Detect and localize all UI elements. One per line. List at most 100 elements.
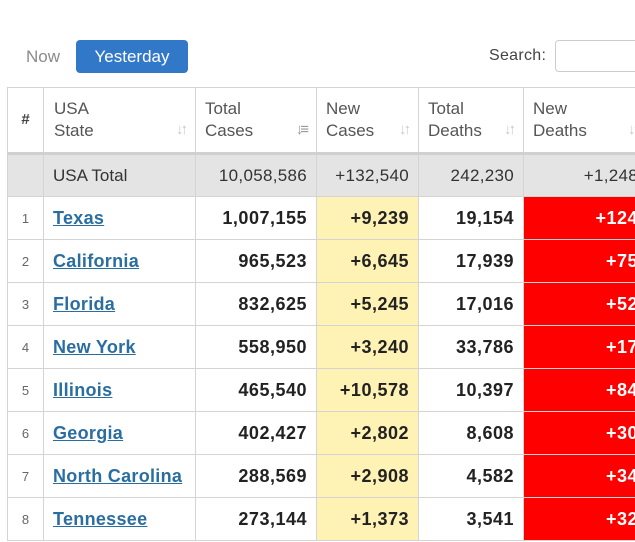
- state-cell: Illinois: [43, 368, 196, 412]
- header-new-cases-line1: New: [326, 99, 361, 118]
- table-row: 8 Tennessee 273,144 +1,373 3,541 +32: [7, 497, 635, 541]
- total-cases-cell: 402,427: [195, 411, 317, 455]
- sort-icon: ↓↑: [504, 121, 516, 138]
- state-cell: Texas: [43, 196, 196, 240]
- header-rank[interactable]: #: [7, 87, 44, 154]
- new-deaths-cell: +32: [523, 497, 635, 541]
- total-rank-cell: [7, 153, 44, 197]
- header-new-deaths-line2: Deaths: [533, 121, 587, 140]
- state-link[interactable]: Tennessee: [53, 508, 148, 529]
- table-row: 3 Florida 832,625 +5,245 17,016 +52: [7, 282, 635, 326]
- total-state-cell: USA Total: [43, 153, 196, 197]
- new-cases-cell: +2,908: [316, 454, 419, 498]
- state-link[interactable]: California: [53, 250, 140, 271]
- total-cases-cell: 288,569: [195, 454, 317, 498]
- rank-cell: 6: [7, 411, 44, 455]
- table-container: # USA State ↓↑ Total Cases ↓≡ New Cases …: [7, 87, 635, 541]
- new-deaths-cell: +17: [523, 325, 635, 369]
- total-cases-cell: 832,625: [195, 282, 317, 326]
- new-cases-cell: +1,373: [316, 497, 419, 541]
- new-cases-cell: +3,240: [316, 325, 419, 369]
- total-cases-cell: 965,523: [195, 239, 317, 283]
- new-deaths-cell: +124: [523, 196, 635, 240]
- header-total-cases-line2: Cases: [205, 121, 254, 140]
- tab-now[interactable]: Now: [25, 46, 60, 66]
- total-new-deaths: +1,248: [523, 153, 635, 197]
- header-state-line2: State: [54, 121, 94, 140]
- new-deaths-cell: +75: [523, 239, 635, 283]
- total-deaths-cell: 33,786: [418, 325, 524, 369]
- state-link[interactable]: Texas: [53, 207, 105, 228]
- header-row: # USA State ↓↑ Total Cases ↓≡ New Cases …: [7, 87, 635, 154]
- new-cases-cell: +2,802: [316, 411, 419, 455]
- total-deaths-cell: 10,397: [418, 368, 524, 412]
- header-new-cases[interactable]: New Cases ↓↑: [316, 87, 419, 154]
- view-tabs: Now Yesterday: [12, 40, 188, 73]
- header-state-line1: USA: [54, 99, 89, 118]
- sort-icon: ↓↑: [176, 121, 188, 138]
- search-input[interactable]: [555, 40, 635, 72]
- total-total-deaths: 242,230: [418, 153, 524, 197]
- rank-cell: 5: [7, 368, 44, 412]
- table-row: 5 Illinois 465,540 +10,578 10,397 +84: [7, 368, 635, 412]
- header-total-cases[interactable]: Total Cases ↓≡: [195, 87, 317, 154]
- total-cases-cell: 273,144: [195, 497, 317, 541]
- sort-desc-icon: ↓≡: [295, 121, 309, 138]
- table-row: 4 New York 558,950 +3,240 33,786 +17: [7, 325, 635, 369]
- total-total-cases: 10,058,586: [195, 153, 317, 197]
- total-deaths-cell: 4,582: [418, 454, 524, 498]
- state-cell: California: [43, 239, 196, 283]
- rank-cell: 4: [7, 325, 44, 369]
- state-cell: New York: [43, 325, 196, 369]
- rank-cell: 1: [7, 196, 44, 240]
- new-deaths-cell: +52: [523, 282, 635, 326]
- header-new-deaths-line1: New: [533, 99, 568, 118]
- header-total-deaths-line2: Deaths: [428, 121, 482, 140]
- header-total-deaths[interactable]: Total Deaths ↓↑: [418, 87, 524, 154]
- state-link[interactable]: Illinois: [53, 379, 113, 400]
- state-link[interactable]: Florida: [53, 293, 116, 314]
- header-state[interactable]: USA State ↓↑: [43, 87, 196, 154]
- sort-icon: ↓↑: [399, 121, 411, 138]
- usa-total-row: USA Total 10,058,586 +132,540 242,230 +1…: [7, 153, 635, 197]
- search-label: Search:: [489, 47, 547, 64]
- new-cases-cell: +9,239: [316, 196, 419, 240]
- state-link[interactable]: Georgia: [53, 422, 124, 443]
- state-link[interactable]: New York: [53, 336, 136, 357]
- table-row: 7 North Carolina 288,569 +2,908 4,582 +3…: [7, 454, 635, 498]
- header-total-cases-line1: Total: [205, 99, 241, 118]
- new-deaths-cell: +34: [523, 454, 635, 498]
- total-deaths-cell: 17,939: [418, 239, 524, 283]
- total-cases-cell: 558,950: [195, 325, 317, 369]
- total-cases-cell: 465,540: [195, 368, 317, 412]
- state-link[interactable]: North Carolina: [53, 465, 183, 486]
- total-deaths-cell: 3,541: [418, 497, 524, 541]
- rank-cell: 3: [7, 282, 44, 326]
- new-cases-cell: +5,245: [316, 282, 419, 326]
- state-cell: North Carolina: [43, 454, 196, 498]
- total-deaths-cell: 8,608: [418, 411, 524, 455]
- covid-state-table: # USA State ↓↑ Total Cases ↓≡ New Cases …: [7, 87, 635, 541]
- tab-yesterday[interactable]: Yesterday: [76, 40, 188, 73]
- table-row: 1 Texas 1,007,155 +9,239 19,154 +124: [7, 196, 635, 240]
- new-cases-cell: +6,645: [316, 239, 419, 283]
- rank-cell: 7: [7, 454, 44, 498]
- total-deaths-cell: 17,016: [418, 282, 524, 326]
- total-new-cases: +132,540: [316, 153, 419, 197]
- table-row: 6 Georgia 402,427 +2,802 8,608 +30: [7, 411, 635, 455]
- new-cases-cell: +10,578: [316, 368, 419, 412]
- table-row: 2 California 965,523 +6,645 17,939 +75: [7, 239, 635, 283]
- header-new-deaths[interactable]: New Deaths ↓↑: [523, 87, 635, 154]
- sort-icon: ↓↑: [628, 121, 635, 138]
- total-deaths-cell: 19,154: [418, 196, 524, 240]
- search-area: Search:: [489, 40, 635, 72]
- header-new-cases-line2: Cases: [326, 121, 375, 140]
- state-cell: Florida: [43, 282, 196, 326]
- state-cell: Tennessee: [43, 497, 196, 541]
- new-deaths-cell: +84: [523, 368, 635, 412]
- total-cases-cell: 1,007,155: [195, 196, 317, 240]
- state-cell: Georgia: [43, 411, 196, 455]
- new-deaths-cell: +30: [523, 411, 635, 455]
- rank-cell: 8: [7, 497, 44, 541]
- rank-cell: 2: [7, 239, 44, 283]
